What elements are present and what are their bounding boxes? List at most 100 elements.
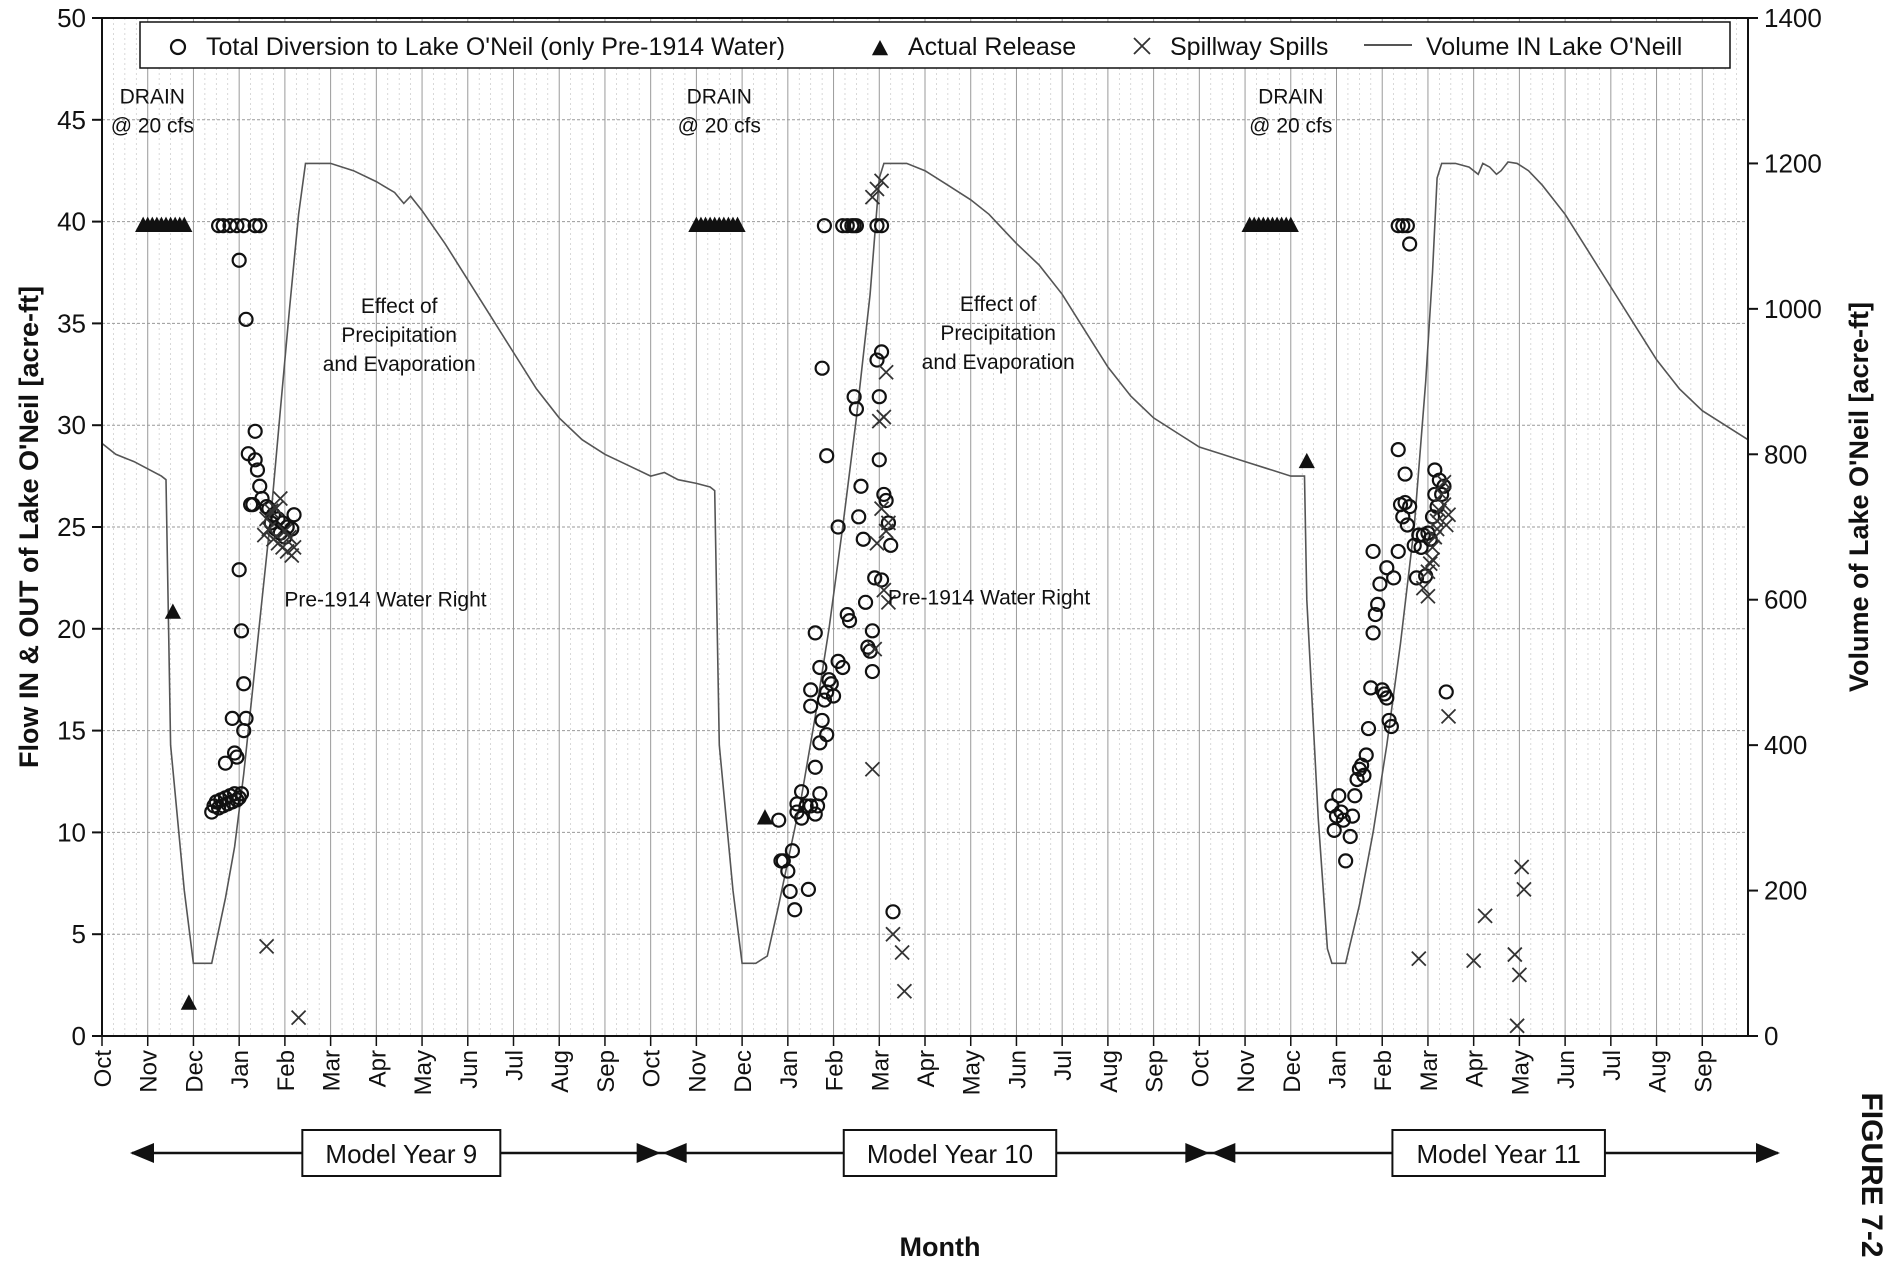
y-axis-left-title: Flow IN & OUT of Lake O'Neil [acre-ft] xyxy=(14,286,44,768)
diversion-point xyxy=(793,784,810,800)
legend-label: Volume IN Lake O'Neill xyxy=(1426,33,1682,61)
spill-point xyxy=(1431,503,1448,519)
diversion-point xyxy=(873,218,890,234)
x-tick-label: Dec xyxy=(1279,1050,1306,1093)
y-tick-label-left: 35 xyxy=(57,308,86,338)
diversion-point xyxy=(252,218,268,234)
spill-point xyxy=(1411,950,1427,967)
legend-label: Actual Release xyxy=(908,33,1076,61)
y-tick-label-right: 800 xyxy=(1764,439,1807,469)
x-tick-label: Nov xyxy=(684,1050,711,1093)
diversion-point xyxy=(229,218,245,234)
diversion-point xyxy=(803,798,819,814)
legend: Total Diversion to Lake O'Neil (only Pre… xyxy=(139,21,1731,69)
diversion-point xyxy=(1356,767,1372,783)
annotation-text: DRAIN xyxy=(1258,86,1323,109)
x-tick-label: Aug xyxy=(1645,1050,1672,1093)
spill-point xyxy=(1477,908,1493,924)
spill-point xyxy=(1509,1018,1525,1034)
y-tick-label-left: 40 xyxy=(57,207,86,237)
y-tick-label-left: 30 xyxy=(57,410,86,440)
model-year-arrow xyxy=(1211,1143,1236,1163)
model-year-label: Model Year 11 xyxy=(1417,1139,1581,1169)
diversion-point xyxy=(252,478,268,494)
volume-line xyxy=(101,161,1749,965)
diversion-point xyxy=(1383,718,1399,735)
x-tick-label: Oct xyxy=(1187,1050,1214,1088)
figure-label: FIGURE 7-2 xyxy=(1855,1092,1888,1257)
diversion-point xyxy=(1418,568,1434,584)
spill-point xyxy=(1422,556,1438,572)
diversion-point xyxy=(855,531,871,547)
spill-point xyxy=(880,515,897,531)
diversion-point xyxy=(1370,596,1386,612)
spill-point xyxy=(1436,496,1452,513)
x-tick-label: Sep xyxy=(593,1050,620,1093)
y-tick-label-left: 15 xyxy=(57,716,86,746)
diversion-point xyxy=(803,698,819,714)
diversion-point xyxy=(249,462,266,478)
spill-point xyxy=(1511,967,1528,983)
diversion-point xyxy=(885,904,901,920)
legend-circle-marker xyxy=(169,38,187,56)
spill-point xyxy=(876,409,892,425)
x-tick-label: Jul xyxy=(1050,1050,1077,1081)
y-tick-label-left: 20 xyxy=(57,614,86,644)
x-tick-label: Jul xyxy=(1599,1050,1626,1081)
x-tick-label: Mar xyxy=(1416,1050,1443,1091)
diversion-point xyxy=(1358,747,1374,763)
spills-series xyxy=(256,173,1532,1034)
diversion-point xyxy=(1386,570,1402,586)
diversion-point xyxy=(1363,680,1379,696)
diversion-point xyxy=(883,537,899,553)
diversion-point xyxy=(210,218,227,234)
release-point xyxy=(176,216,193,232)
x-tick-label: Mar xyxy=(867,1050,894,1091)
y-tick-label-right: 600 xyxy=(1764,585,1807,615)
spill-point xyxy=(1507,946,1523,963)
spill-point xyxy=(1466,953,1482,969)
diversion-point xyxy=(878,492,894,509)
x-tick-label: May xyxy=(410,1050,437,1095)
diversion-point xyxy=(864,623,881,639)
diversion-point xyxy=(1397,466,1413,482)
x-tick-label: Jan xyxy=(1325,1050,1352,1089)
model-year-label: Model Year 9 xyxy=(325,1139,477,1169)
spill-point xyxy=(258,938,275,955)
diversion-point xyxy=(247,218,263,234)
diversion-point xyxy=(1402,236,1418,252)
diversion-point xyxy=(1335,812,1351,828)
diversion-point xyxy=(1365,625,1381,641)
diversion-point xyxy=(1342,828,1358,845)
diversion-point xyxy=(871,452,887,468)
diversion-point xyxy=(233,786,250,802)
x-tick-label: Oct xyxy=(90,1050,117,1088)
diversion-point xyxy=(812,786,828,802)
diversion-point xyxy=(782,883,798,900)
annotation-text: DRAIN xyxy=(120,86,185,109)
diversion-point xyxy=(236,218,252,234)
release-series xyxy=(135,216,1315,1010)
diversion-point xyxy=(247,452,263,468)
spill-point xyxy=(873,173,890,189)
spill-point xyxy=(1424,539,1441,555)
diversion-point xyxy=(1438,684,1454,700)
diversion-point xyxy=(814,360,830,376)
annotation-text: Effect of xyxy=(960,293,1037,316)
diversion-point xyxy=(236,676,252,692)
spill-point xyxy=(290,1010,307,1026)
spill-point xyxy=(1429,521,1445,537)
diversion-point xyxy=(780,863,796,879)
annotation-text: Pre-1914 Water Right xyxy=(284,588,486,611)
spill-point xyxy=(1424,551,1441,568)
diversion-point xyxy=(869,218,885,234)
y-tick-label-left: 10 xyxy=(57,817,86,847)
x-tick-label: Nov xyxy=(136,1050,163,1093)
y-tick-label-right: 200 xyxy=(1764,876,1807,906)
annotation-text: DRAIN xyxy=(687,86,752,109)
diversion-point xyxy=(286,507,302,523)
x-tick-label: Dec xyxy=(730,1050,757,1093)
spill-point xyxy=(864,761,881,777)
diversion-point xyxy=(803,682,819,698)
release-point xyxy=(180,994,197,1010)
